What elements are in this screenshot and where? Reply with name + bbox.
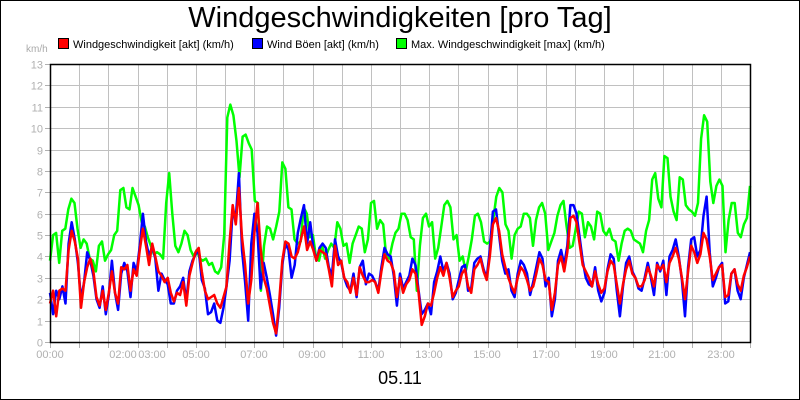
y-tick-label: 11 — [32, 103, 43, 115]
x-tick-label: 05:00 — [182, 349, 210, 361]
x-axis-date-label: 05.11 — [378, 368, 422, 388]
plot-area-border — [49, 63, 752, 344]
legend-label: Windgeschwindigkeit [akt] (km/h) — [73, 39, 234, 51]
x-tick-label: 11:00 — [358, 349, 385, 361]
y-tick-label: 5 — [37, 231, 43, 243]
x-tick-label: 03:00 — [138, 349, 166, 361]
legend-item-max-windgeschwindigkeit: Max. Windgeschwindigkeit [max] (km/h) — [396, 38, 605, 51]
y-tick-label: 12 — [31, 81, 43, 93]
y-tick-label: 10 — [31, 124, 43, 136]
y-axis-unit-label: km/h — [26, 44, 48, 55]
x-tick-label: 15:00 — [473, 349, 501, 361]
x-tick-label: 13:00 — [415, 349, 443, 361]
x-tick-label: 17:00 — [532, 349, 560, 361]
x-tick-label: 09:00 — [298, 349, 326, 361]
y-tick-label: 0 — [37, 338, 43, 350]
y-tick-label: 1 — [37, 317, 43, 329]
legend-swatch-blue-icon — [252, 38, 263, 49]
y-tick-label: 8 — [37, 167, 43, 179]
x-tick-label: 00:00 — [36, 349, 64, 361]
series-line — [48, 103, 752, 292]
y-tick-label: 9 — [37, 146, 43, 158]
legend-label: Wind Böen [akt] (km/h) — [267, 39, 379, 51]
x-tick-label: 21:00 — [648, 349, 676, 361]
legend-swatch-red-icon — [58, 38, 69, 49]
x-tick-label: 19:00 — [590, 349, 618, 361]
x-tick-label: 02:00 — [109, 349, 137, 361]
x-tick-label: 23:00 — [707, 349, 735, 361]
series-line — [48, 186, 752, 335]
x-tick-label: 07:00 — [240, 349, 268, 361]
legend-swatch-green-icon — [396, 38, 407, 49]
legend-item-wind-boeen: Wind Böen [akt] (km/h) — [252, 38, 379, 51]
chart-title: Windgeschwindigkeiten [pro Tag] — [188, 2, 612, 34]
y-tick-label: 3 — [37, 274, 43, 286]
y-tick-label: 6 — [37, 210, 43, 222]
y-tick-label: 4 — [37, 252, 43, 264]
legend-label: Max. Windgeschwindigkeit [max] (km/h) — [411, 39, 605, 51]
y-tick-label: 2 — [37, 295, 43, 307]
legend-item-windgeschwindigkeit: Windgeschwindigkeit [akt] (km/h) — [58, 38, 234, 51]
y-tick-label: 7 — [37, 188, 43, 200]
y-tick-label: 13 — [31, 60, 43, 72]
